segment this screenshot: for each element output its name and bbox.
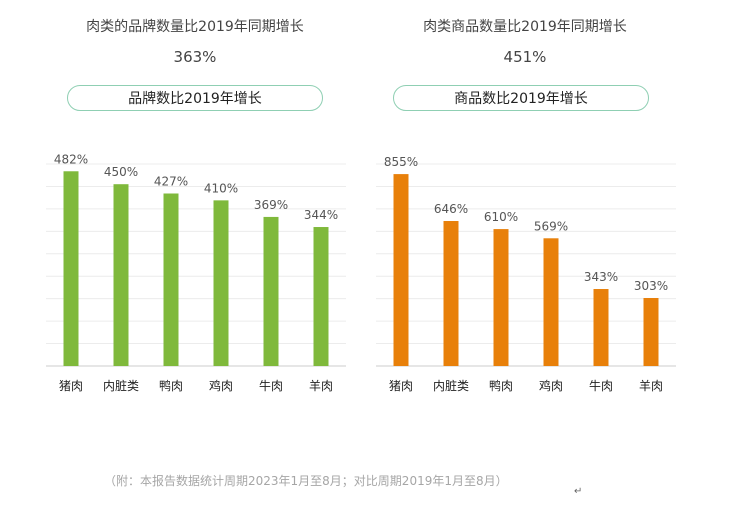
category-label-1: 内脏类 [433, 378, 469, 393]
bar-2 [493, 229, 509, 366]
bar-1 [443, 221, 459, 366]
bar-4 [593, 289, 609, 366]
value-label-4: 343% [584, 270, 618, 284]
bar-3 [213, 200, 229, 366]
data-period-footnote: （附：本报告数据统计周期2023年1月至8月；对比周期2019年1月至8月） [104, 474, 508, 488]
category-label-5: 羊肉 [639, 378, 663, 393]
bar-4 [263, 216, 279, 366]
value-label-5: 344% [304, 208, 338, 222]
value-label-1: 450% [104, 165, 138, 179]
value-label-0: 855% [384, 155, 418, 169]
value-label-2: 427% [154, 174, 188, 188]
product-growth-pill: 商品数比2019年增长 [393, 85, 649, 111]
category-label-3: 鸡肉 [209, 378, 233, 393]
brand-panel-title: 肉类的品牌数量比2019年同期增长 [86, 19, 304, 35]
value-label-0: 482% [54, 152, 88, 166]
value-label-1: 646% [434, 202, 468, 216]
bar-0 [63, 171, 79, 366]
bar-3 [543, 238, 559, 366]
value-label-5: 303% [634, 279, 668, 293]
bar-5 [643, 297, 659, 366]
value-label-2: 610% [484, 210, 518, 224]
category-label-0: 猪肉 [389, 379, 413, 393]
category-label-4: 牛肉 [259, 378, 283, 393]
brand-count-panel: 肉类的品牌数量比2019年同期增长 363% 品牌数比2019年增长 482% 猪… [30, 0, 360, 400]
category-label-2: 鸭肉 [159, 379, 183, 393]
product-growth-value: 451% [503, 48, 547, 66]
brand-growth-value: 363% [173, 48, 217, 66]
category-label-4: 牛肉 [589, 378, 613, 393]
paragraph-return-mark: ↵ [574, 486, 583, 497]
product-panel-title: 肉类商品数量比2019年同期增长 [423, 19, 627, 35]
product-count-panel: 肉类商品数量比2019年同期增长 451% 商品数比2019年增长 855% 猪肉… [360, 0, 690, 400]
brand-growth-pill: 品牌数比2019年增长 [67, 85, 323, 111]
bar-5 [313, 227, 329, 366]
bar-0 [393, 174, 409, 366]
category-label-2: 鸭肉 [489, 379, 513, 393]
value-label-3: 569% [534, 219, 568, 233]
category-label-0: 猪肉 [59, 379, 83, 393]
product-growth-bar-chart: 855% 猪肉 646% 内脏类 610% 鸭肉 569% 鸡肉 343% 牛肉 303% 羊肉 [376, 155, 676, 393]
brand-growth-bar-chart: 482% 猪肉 450% 内脏类 427% 鸭肉 410% 鸡肉 369% 牛肉 344% 羊肉 [46, 152, 346, 393]
category-label-1: 内脏类 [103, 378, 139, 393]
value-label-4: 369% [254, 198, 288, 212]
value-label-3: 410% [204, 181, 238, 195]
bar-2 [163, 193, 179, 366]
category-label-3: 鸡肉 [539, 378, 563, 393]
bar-1 [113, 184, 129, 366]
category-label-5: 羊肉 [309, 378, 333, 393]
